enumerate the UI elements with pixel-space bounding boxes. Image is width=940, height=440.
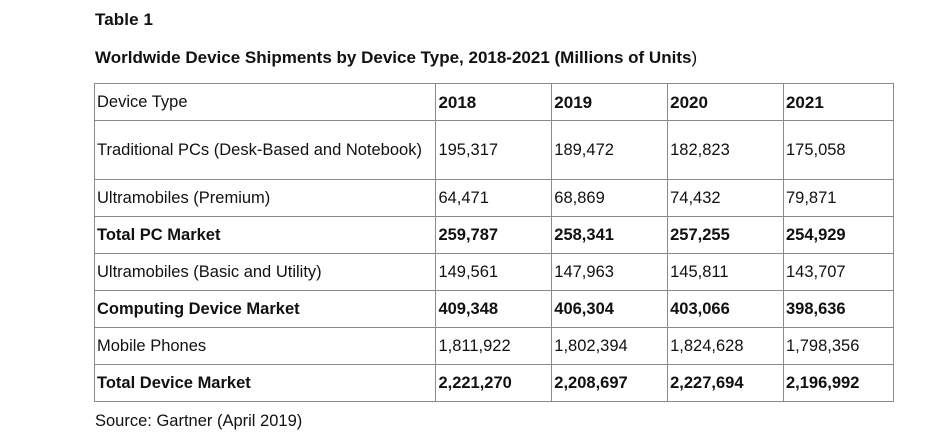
cell-2020: 2,227,694 xyxy=(667,364,784,402)
cell-2018: 2,221,270 xyxy=(435,364,553,402)
header-year-2018: 2018 xyxy=(435,83,553,121)
cell-2018: 149,561 xyxy=(435,253,553,291)
cell-2018: 195,317 xyxy=(435,120,553,180)
header-device-type: Device Type xyxy=(93,83,437,121)
cell-2019: 147,963 xyxy=(551,253,669,291)
cell-2020: 257,255 xyxy=(667,216,784,254)
cell-2019: 406,304 xyxy=(551,290,669,328)
table-number-label: Table 1 xyxy=(95,10,154,29)
table-row: Mobile Phones 1,811,922 1,802,394 1,824,… xyxy=(93,327,895,365)
table-caption: Worldwide Device Shipments by Device Typ… xyxy=(95,48,697,68)
cell-2018: 409,348 xyxy=(435,290,553,328)
device-shipments-table: Device Type 2018 2019 2020 2021 Traditio… xyxy=(93,83,895,402)
table-caption-text: Worldwide Device Shipments by Device Typ… xyxy=(95,48,692,67)
cell-2018: 259,787 xyxy=(435,216,553,254)
row-label: Traditional PCs (Desk-Based and Notebook… xyxy=(93,120,437,180)
header-year-2019: 2019 xyxy=(551,83,669,121)
header-year-2021: 2021 xyxy=(782,83,895,121)
cell-2021: 1,798,356 xyxy=(782,327,895,365)
cell-2021: 254,929 xyxy=(782,216,895,254)
row-label: Mobile Phones xyxy=(93,327,437,365)
table-caption-close: ) xyxy=(691,48,698,67)
cell-2019: 68,869 xyxy=(551,179,669,217)
cell-2018: 1,811,922 xyxy=(435,327,553,365)
row-label: Total Device Market xyxy=(93,364,437,402)
cell-2021: 2,196,992 xyxy=(782,364,895,402)
cell-2019: 189,472 xyxy=(551,120,669,180)
source-note: Source: Gartner (April 2019) xyxy=(95,412,303,430)
cell-2020: 403,066 xyxy=(667,290,784,328)
table-row-total: Total Device Market 2,221,270 2,208,697 … xyxy=(93,364,895,402)
cell-2020: 145,811 xyxy=(667,253,784,291)
row-label: Ultramobiles (Premium) xyxy=(93,179,437,217)
cell-2020: 1,824,628 xyxy=(667,327,784,365)
cell-2019: 1,802,394 xyxy=(551,327,669,365)
cell-2018: 64,471 xyxy=(435,179,553,217)
cell-2021: 398,636 xyxy=(782,290,895,328)
cell-2019: 258,341 xyxy=(551,216,669,254)
header-year-2020: 2020 xyxy=(667,83,784,121)
table-row-total: Computing Device Market 409,348 406,304 … xyxy=(93,290,895,328)
row-label: Ultramobiles (Basic and Utility) xyxy=(93,253,437,291)
row-label: Total PC Market xyxy=(93,216,437,254)
table-row: Ultramobiles (Premium) 64,471 68,869 74,… xyxy=(93,179,895,217)
cell-2020: 182,823 xyxy=(667,120,784,180)
table-header-row: Device Type 2018 2019 2020 2021 xyxy=(93,83,895,121)
table-row-total: Total PC Market 259,787 258,341 257,255 … xyxy=(93,216,895,254)
cell-2021: 79,871 xyxy=(782,179,895,217)
cell-2019: 2,208,697 xyxy=(551,364,669,402)
cell-2020: 74,432 xyxy=(667,179,784,217)
cell-2021: 175,058 xyxy=(782,120,895,180)
cell-2021: 143,707 xyxy=(782,253,895,291)
table-row: Traditional PCs (Desk-Based and Notebook… xyxy=(93,120,895,180)
table-row: Ultramobiles (Basic and Utility) 149,561… xyxy=(93,253,895,291)
row-label: Computing Device Market xyxy=(93,290,437,328)
